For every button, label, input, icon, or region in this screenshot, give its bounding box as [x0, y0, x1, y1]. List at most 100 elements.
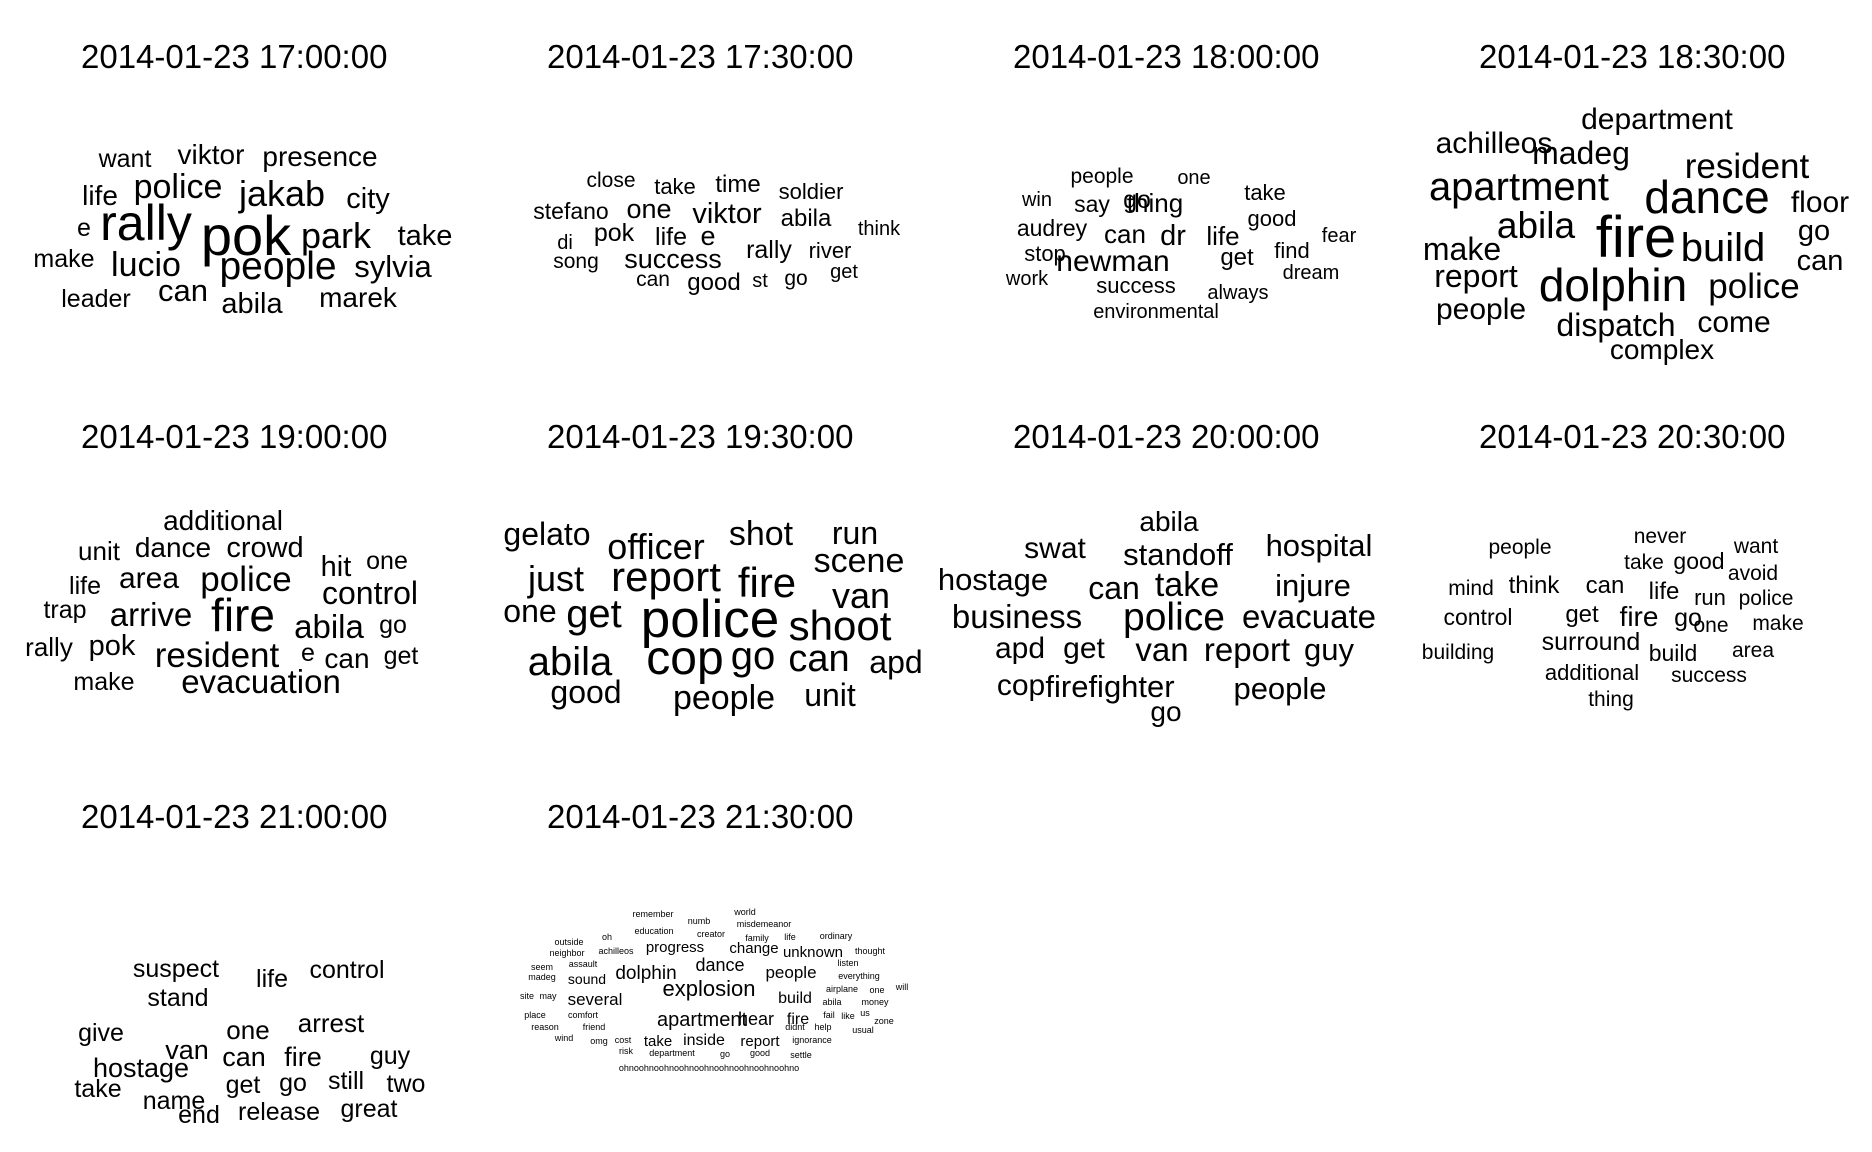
- word-run: run: [1694, 585, 1726, 610]
- word-good: good: [1247, 206, 1297, 231]
- word-omg: omg: [590, 1035, 608, 1046]
- word-people: people: [1488, 535, 1552, 559]
- word-settle: settle: [790, 1049, 812, 1060]
- word-police: police: [640, 589, 780, 649]
- word-go: go: [1797, 214, 1831, 247]
- word-leader: leader: [61, 284, 131, 313]
- word-cloud-panel: 2014-01-23 20:30:00 fire surround go think ca…: [1398, 380, 1864, 760]
- word-dr: dr: [1160, 219, 1186, 252]
- word-outside: outside: [554, 936, 584, 947]
- word-get: get: [1063, 632, 1105, 665]
- word-control: control: [1443, 603, 1513, 630]
- word-will: will: [895, 981, 909, 992]
- panel-title: 2014-01-23 20:00:00: [1013, 418, 1320, 455]
- word-want: want: [1733, 534, 1779, 558]
- word-get: get: [383, 641, 419, 670]
- word-river: river: [808, 238, 852, 263]
- word-go: go: [279, 1068, 307, 1097]
- word-end: end: [178, 1100, 220, 1129]
- panel-title: 2014-01-23 17:00:00: [81, 38, 388, 75]
- word-airplane: airplane: [825, 983, 859, 994]
- word-apartment: apartment: [1428, 165, 1610, 209]
- word-success: success: [1096, 273, 1176, 298]
- word-one: one: [869, 984, 885, 995]
- word-presence: presence: [262, 141, 378, 172]
- word-avoid: avoid: [1727, 561, 1779, 585]
- word-go: go: [730, 634, 776, 678]
- word-one: one: [626, 193, 672, 224]
- word-people: people: [219, 244, 337, 288]
- word-evacuate: evacuate: [1242, 597, 1376, 635]
- word-take: take: [74, 1074, 122, 1103]
- word-make: make: [1422, 231, 1502, 267]
- word-di: di: [557, 232, 573, 254]
- word-officer: officer: [607, 526, 705, 567]
- word-reason: reason: [531, 1021, 559, 1032]
- word-madeg: madeg: [1532, 135, 1630, 171]
- word-building: building: [1421, 640, 1495, 664]
- word-wind: wind: [554, 1032, 574, 1043]
- word-seem: seem: [530, 961, 553, 972]
- word-family: family: [745, 932, 769, 943]
- word-go: go: [1674, 603, 1702, 632]
- word-good: good: [749, 1047, 771, 1058]
- panel-title: 2014-01-23 17:30:00: [547, 38, 854, 75]
- word-sylvia: sylvia: [354, 248, 432, 284]
- word-e: e: [77, 213, 91, 242]
- word-report: report: [1203, 630, 1291, 668]
- word-police: police: [200, 559, 292, 599]
- word-take: take: [1624, 550, 1664, 574]
- word-go: go: [379, 610, 407, 639]
- word-go: go: [1150, 696, 1182, 727]
- word-scene: scene: [813, 542, 905, 580]
- word-police: police: [1708, 266, 1800, 306]
- word-control: control: [321, 575, 419, 611]
- word-people: people: [1070, 164, 1134, 188]
- word-can: can: [1585, 572, 1625, 599]
- word-always: always: [1207, 282, 1269, 304]
- word-time: time: [715, 171, 761, 198]
- word-abila: abila: [1496, 204, 1576, 246]
- word-guy: guy: [1304, 631, 1354, 667]
- word-risk: risk: [619, 1045, 633, 1056]
- word-like: like: [841, 1010, 855, 1021]
- word-make: make: [1752, 611, 1804, 635]
- word-dispatch: dispatch: [1556, 307, 1676, 343]
- word-area: area: [1731, 638, 1775, 662]
- word-get: get: [566, 592, 622, 636]
- word-cloud-panel: 2014-01-23 21:00:00 hostage can fire van one a…: [0, 760, 466, 1140]
- word-can: can: [1796, 244, 1844, 277]
- word-oh: oh: [601, 931, 612, 942]
- word-police: police: [1123, 595, 1225, 639]
- word-ordinary: ordinary: [819, 930, 853, 941]
- word-shoot: shoot: [788, 602, 892, 649]
- word-education: education: [634, 925, 674, 936]
- word-swat: swat: [1024, 532, 1086, 565]
- word-life: life: [82, 180, 118, 211]
- word-place: place: [524, 1009, 546, 1020]
- word-van: van: [831, 575, 891, 616]
- word-audrey: audrey: [1016, 214, 1088, 241]
- word-suspect: suspect: [132, 954, 220, 983]
- word-world: world: [734, 906, 756, 917]
- word-abila: abila: [294, 607, 364, 645]
- word-money: money: [861, 996, 889, 1007]
- word-usual: usual: [852, 1024, 874, 1035]
- word-city: city: [346, 182, 390, 215]
- word-report: report: [1434, 258, 1518, 294]
- word-get: get: [225, 1070, 261, 1099]
- word-police: police: [133, 168, 223, 206]
- word-control: control: [309, 955, 385, 984]
- word-dance: dance: [1644, 171, 1770, 223]
- word-cop: cop: [646, 632, 724, 685]
- word-life: life: [784, 931, 796, 942]
- word-area: area: [118, 562, 180, 595]
- word-st: st: [752, 270, 768, 292]
- word-assault: assault: [568, 958, 598, 969]
- word-resident: resident: [1684, 146, 1810, 186]
- word-explosion: explosion: [662, 976, 756, 1001]
- word-can: can: [222, 1041, 266, 1072]
- word-complex: complex: [1609, 334, 1715, 365]
- word-can: can: [788, 638, 850, 680]
